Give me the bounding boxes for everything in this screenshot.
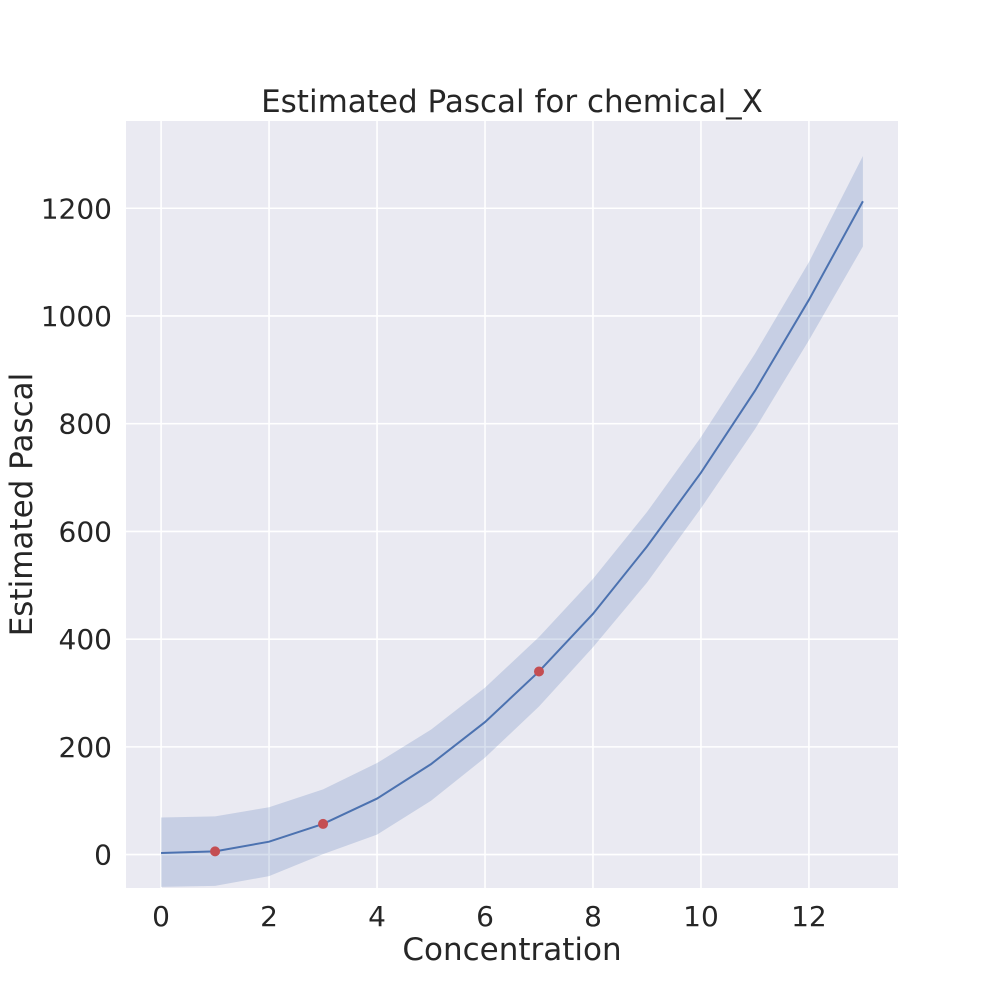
y-tick-label: 0	[94, 839, 112, 872]
plot-area	[126, 121, 898, 888]
observed-point	[318, 818, 329, 829]
observed-point	[533, 666, 544, 677]
y-tick-label: 400	[59, 623, 112, 656]
x-tick-label: 4	[368, 900, 386, 933]
y-tick-label: 1200	[41, 192, 112, 225]
y-tick-label: 800	[59, 408, 112, 441]
y-axis-label: Estimated Pascal	[4, 373, 40, 637]
x-tick-label: 12	[791, 900, 827, 933]
x-tick-label: 10	[683, 900, 719, 933]
data-layer	[161, 156, 864, 887]
x-tick-label: 8	[584, 900, 602, 933]
x-tick-label: 0	[152, 900, 170, 933]
confidence-band	[161, 156, 863, 887]
y-tick-label: 1000	[41, 300, 112, 333]
x-tick-label: 6	[476, 900, 494, 933]
y-tick-label: 200	[59, 731, 112, 764]
chart-title: Estimated Pascal for chemical_X	[261, 84, 763, 120]
y-tick-label: 600	[59, 515, 112, 548]
x-axis-label: Concentration	[402, 932, 621, 968]
tick-labels: 0 2 4 6 8 10 12 0 200 400 600 800 1000 1200	[41, 192, 827, 933]
x-tick-label: 2	[260, 900, 278, 933]
observed-point	[210, 846, 221, 857]
grid	[126, 121, 898, 888]
estimate-line	[161, 200, 864, 854]
